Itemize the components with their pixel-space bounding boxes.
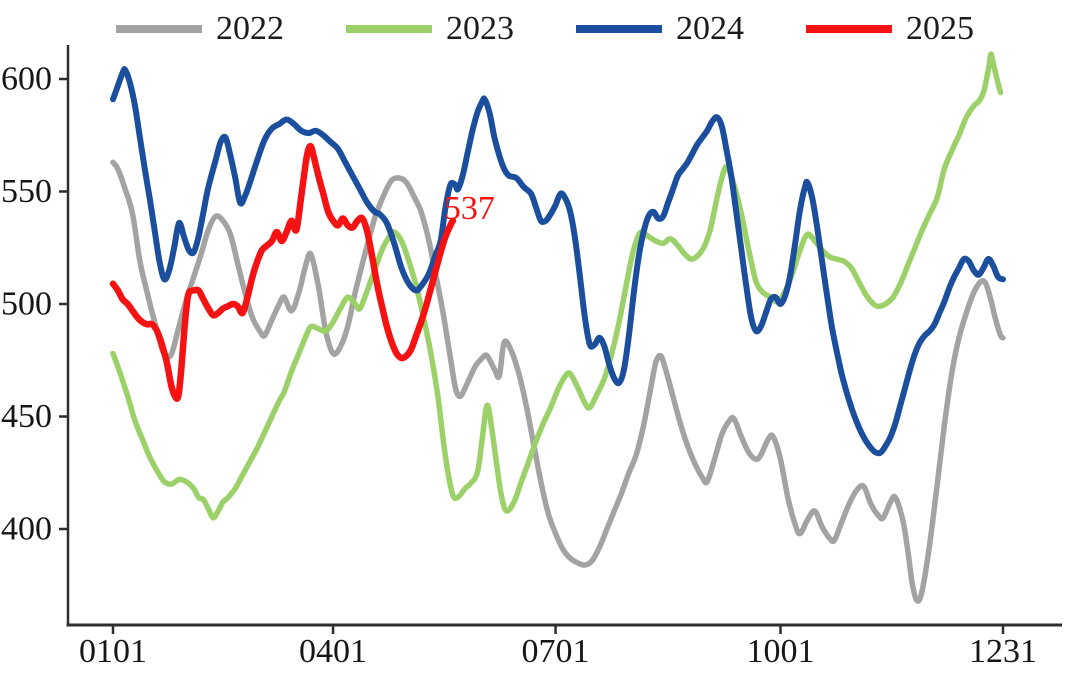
chart-legend: 2022 2023 2024 2025 bbox=[116, 11, 974, 47]
x-tick-label: 0701 bbox=[522, 633, 590, 670]
series-line-2022 bbox=[110, 159, 1006, 604]
y-tick-label: 450 bbox=[1, 398, 52, 435]
y-tick-label: 400 bbox=[1, 511, 52, 548]
legend-swatch-2023 bbox=[346, 25, 432, 33]
legend-label-2025: 2025 bbox=[906, 10, 974, 47]
legend-item-2022: 2022 bbox=[116, 11, 284, 47]
legend-label-2024: 2024 bbox=[676, 10, 744, 47]
legend-item-2025: 2025 bbox=[806, 11, 974, 47]
legend-swatch-2024 bbox=[576, 25, 662, 33]
x-tick-label: 1231 bbox=[969, 633, 1037, 670]
legend-swatch-2022 bbox=[116, 25, 202, 33]
legend-item-2024: 2024 bbox=[576, 11, 744, 47]
legend-label-2023: 2023 bbox=[446, 10, 514, 47]
annotation-latest-value: 537 bbox=[444, 190, 495, 227]
series-line-2025 bbox=[109, 142, 457, 402]
x-tick-label: 1001 bbox=[747, 633, 815, 670]
y-tick-label: 600 bbox=[1, 61, 52, 98]
x-tick-label: 0401 bbox=[299, 633, 367, 670]
x-tick-label: 0101 bbox=[79, 633, 147, 670]
y-tick-label: 550 bbox=[1, 173, 52, 210]
legend-label-2022: 2022 bbox=[216, 10, 284, 47]
y-tick-label: 500 bbox=[1, 286, 52, 323]
series-line-2023 bbox=[110, 51, 1004, 521]
legend-swatch-2025 bbox=[806, 25, 892, 33]
series-line-2024 bbox=[110, 66, 1006, 457]
legend-item-2023: 2023 bbox=[346, 11, 514, 47]
